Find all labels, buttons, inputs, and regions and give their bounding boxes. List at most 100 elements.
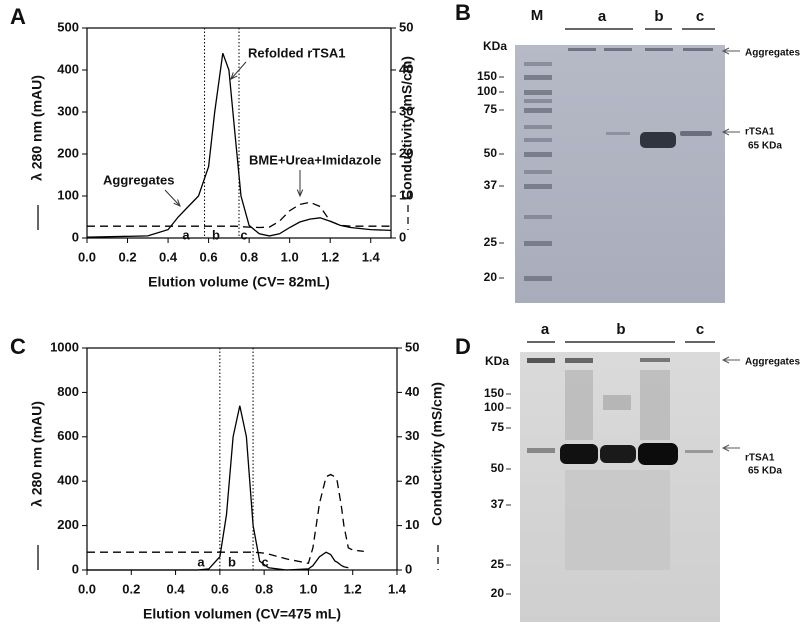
marker-label: 20	[491, 586, 505, 600]
y-axis-label: λ 280 nm (mAU)	[29, 401, 45, 507]
plot-frame	[86, 347, 398, 571]
y-tick-label: 500	[57, 19, 79, 34]
x-tick-label: 1.4	[388, 581, 407, 596]
y-tick-label: 800	[57, 384, 79, 399]
x-tick-label: 1.0	[299, 581, 317, 596]
y2-axis-label: Conductivity (mS/cm)	[399, 56, 415, 200]
annotation: Refolded rTSA1	[248, 45, 346, 60]
marker-label: 100	[477, 84, 497, 98]
y2-tick-label: 20	[399, 145, 413, 160]
marker-label: 20	[484, 270, 498, 284]
lane-label: c	[696, 8, 704, 25]
arrow-head	[721, 356, 730, 364]
absorbance-line	[86, 52, 392, 238]
x-tick-label: 0.8	[240, 249, 258, 264]
x-tick-label: 0.0	[78, 581, 96, 596]
band-label: rTSA1	[745, 127, 775, 138]
y-tick-label: 0	[72, 229, 79, 244]
x-tick-label: 0.6	[211, 581, 229, 596]
y2-tick-label: 10	[399, 187, 413, 202]
unit-label: KDa	[485, 354, 509, 368]
y-tick-label: 400	[57, 61, 79, 76]
marker-label: 37	[491, 497, 505, 511]
x-tick-label: 1.2	[344, 581, 362, 596]
lane-label: M	[531, 7, 544, 24]
y-tick-label: 300	[57, 103, 79, 118]
marker-label: 75	[484, 102, 498, 116]
x-tick-label: 1.4	[362, 249, 381, 264]
x-tick-label: 1.0	[281, 249, 299, 264]
x-tick-label: 0.6	[200, 249, 218, 264]
y2-tick-label: 30	[405, 428, 419, 443]
absorbance-line	[87, 405, 349, 571]
y-tick-label: 200	[57, 517, 79, 532]
marker-label: 50	[491, 461, 505, 475]
arrow-head	[296, 189, 304, 198]
marker-label: 150	[484, 386, 504, 400]
lane-label: a	[598, 8, 607, 25]
conductivity-line	[87, 473, 364, 565]
lane-label: b	[616, 321, 625, 338]
annotation-arrow	[164, 189, 181, 207]
panel-label: B	[455, 0, 471, 25]
y-axis-label: λ 280 nm (mAU)	[29, 75, 45, 181]
marker-label: 37	[484, 178, 498, 192]
gel-image	[520, 352, 720, 622]
annotation: Aggregates	[103, 172, 175, 187]
arrow-head	[230, 72, 238, 80]
x-tick-label: 0.8	[255, 581, 273, 596]
unit-label: KDa	[483, 39, 507, 53]
panel-label: A	[10, 4, 26, 29]
y-tick-label: 1000	[50, 339, 79, 354]
panel-label: D	[455, 334, 471, 359]
annotation: a	[197, 554, 205, 569]
x-tick-label: 1.2	[321, 249, 339, 264]
band-label: rTSA1	[745, 453, 775, 464]
y2-tick-label: 30	[399, 103, 413, 118]
lane-label: b	[654, 8, 663, 25]
y2-tick-label: 40	[405, 384, 419, 399]
band-label: Aggregates	[745, 48, 800, 59]
arrow-head	[721, 47, 730, 55]
gel-image	[515, 45, 725, 303]
marker-label: 150	[477, 69, 497, 83]
band-label: 65 KDa	[748, 141, 782, 152]
marker-label: 100	[484, 400, 504, 414]
marker-label: 50	[484, 146, 498, 160]
arrow-head	[173, 199, 181, 207]
x-axis-label: Elution volume (CV= 82mL)	[148, 274, 330, 290]
lane-label: a	[541, 321, 550, 338]
lane-label: c	[696, 321, 704, 338]
y2-tick-label: 40	[399, 61, 413, 76]
band-label: 65 KDa	[748, 466, 782, 477]
panel-label: C	[10, 334, 26, 359]
x-tick-label: 0.4	[159, 249, 178, 264]
x-tick-label: 0.4	[167, 581, 186, 596]
y2-tick-label: 50	[399, 19, 413, 34]
x-axis-label: Elution volumen (CV=475 mL)	[143, 606, 341, 622]
y2-tick-label: 10	[405, 517, 419, 532]
arrow-head	[721, 444, 730, 452]
x-tick-label: 0.0	[78, 249, 96, 264]
marker-label: 25	[484, 235, 498, 249]
y2-tick-label: 0	[405, 561, 412, 576]
marker-label: 25	[491, 557, 505, 571]
annotation: b	[228, 554, 236, 569]
y-tick-label: 0	[72, 561, 79, 576]
y-tick-label: 100	[57, 187, 79, 202]
conductivity-line	[87, 201, 391, 229]
band-label: Aggregates	[745, 357, 800, 368]
y-tick-label: 200	[57, 145, 79, 160]
x-tick-label: 0.2	[122, 581, 140, 596]
annotation: a	[182, 227, 190, 242]
annotation: BME+Urea+Imidazole	[249, 152, 381, 167]
y2-tick-label: 20	[405, 473, 419, 488]
annotation: c	[261, 554, 268, 569]
x-tick-label: 0.2	[118, 249, 136, 264]
marker-label: 75	[491, 420, 505, 434]
y2-tick-label: 0	[399, 229, 406, 244]
annotation: b	[212, 227, 220, 242]
y-tick-label: 600	[57, 428, 79, 443]
y2-tick-label: 50	[405, 339, 419, 354]
